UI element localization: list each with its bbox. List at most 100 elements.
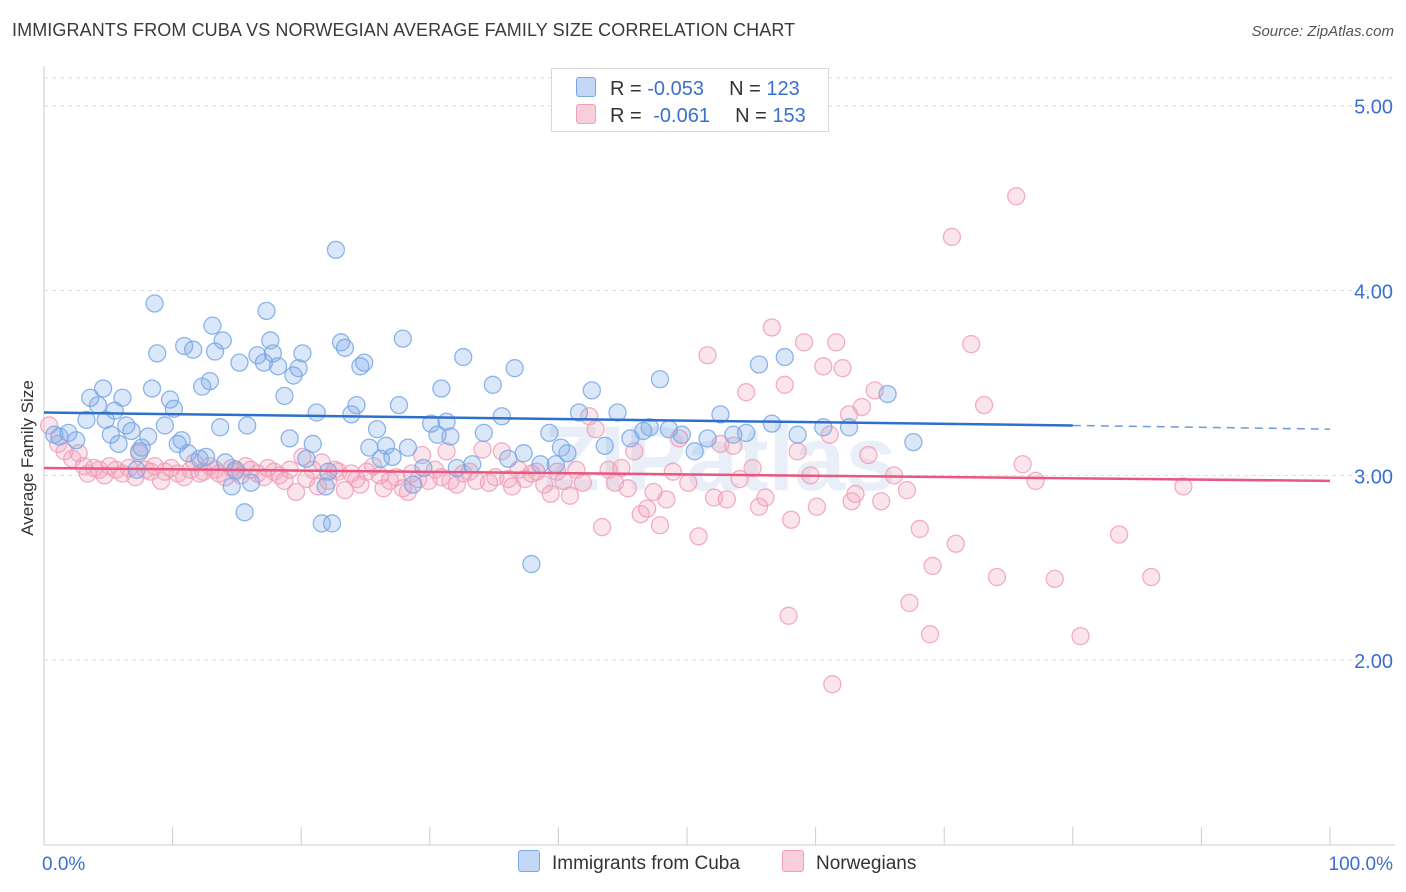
- norwegians-point: [541, 484, 560, 503]
- cuba-point: [59, 423, 78, 443]
- cuba-point: [454, 347, 473, 367]
- norwegians-point: [473, 440, 492, 459]
- cuba-point: [248, 346, 267, 365]
- cuba-trend-extension: [1072, 424, 1331, 430]
- norwegians-point: [151, 471, 171, 491]
- stats-legend-row-norwegians: R = -0.061 N = 153: [576, 104, 806, 127]
- cuba-point: [335, 338, 355, 357]
- norwegians-point: [743, 458, 762, 478]
- cuba-point: [289, 359, 308, 378]
- norwegians-point: [756, 488, 775, 507]
- norwegians-point: [762, 318, 782, 337]
- norwegians-point: [852, 397, 872, 417]
- cuba-point: [148, 344, 167, 363]
- cuba-point: [398, 438, 418, 457]
- r-label: R =: [610, 105, 642, 127]
- cuba-point: [145, 294, 164, 313]
- norwegians-point: [1013, 455, 1032, 474]
- norwegians-point: [387, 468, 406, 487]
- cuba-point: [483, 375, 502, 394]
- norwegians-point: [573, 473, 592, 492]
- norwegians-point: [923, 556, 942, 576]
- norwegians-point: [823, 675, 842, 694]
- norwegians-point: [425, 460, 445, 479]
- norwegians-point: [942, 227, 962, 247]
- legend-label-cuba: Immigrants from Cuba: [552, 853, 740, 874]
- cuba-point: [737, 423, 756, 443]
- norwegians-point: [897, 480, 917, 500]
- norwegians-point: [650, 516, 670, 535]
- cuba-point: [307, 403, 326, 422]
- cuba-point: [762, 414, 782, 433]
- cuba-point: [230, 353, 249, 372]
- cuba-point: [235, 503, 254, 522]
- cuba-point: [608, 403, 627, 422]
- x-tick-label: 100.0%: [1329, 854, 1394, 875]
- norwegians-point: [859, 445, 878, 465]
- cuba-swatch: [576, 77, 596, 97]
- cuba-point: [558, 444, 577, 463]
- norwegians-point: [586, 420, 605, 439]
- norwegians-swatch: [576, 104, 596, 124]
- cuba-point: [275, 386, 294, 406]
- cuba-point: [711, 405, 730, 424]
- cuba-point: [421, 414, 441, 433]
- cuba-point: [878, 384, 897, 404]
- norwegians-point: [547, 462, 567, 481]
- cuba-point: [414, 458, 433, 478]
- r-value: -0.061: [653, 105, 710, 127]
- norwegians-point: [1045, 569, 1064, 589]
- norwegians-point: [698, 346, 717, 365]
- norwegians-point: [814, 357, 833, 376]
- legend-label-norwegians: Norwegians: [816, 853, 917, 874]
- norwegians-point: [782, 510, 801, 529]
- norwegians-point: [618, 479, 637, 498]
- norwegians-point: [827, 333, 846, 352]
- norwegians-point: [749, 497, 769, 516]
- norwegians-point: [900, 593, 919, 613]
- stats-legend: R = -0.053 N = 123 R = -0.061 N = 153: [551, 68, 829, 132]
- norwegians-point: [592, 517, 612, 537]
- cuba-point: [113, 388, 132, 407]
- stats-legend-row-cuba: R = -0.053 N = 123: [576, 77, 800, 100]
- cuba-point: [582, 381, 601, 400]
- cuba-point: [531, 455, 550, 474]
- norwegians-point: [679, 473, 698, 492]
- norwegians-point: [560, 486, 580, 505]
- cuba-trend-line: [43, 411, 1073, 427]
- norwegians-point: [987, 567, 1007, 587]
- norwegians-point: [872, 492, 891, 511]
- n-label: N =: [735, 105, 767, 127]
- cuba-point: [211, 418, 230, 437]
- cuba-point: [196, 447, 216, 467]
- cuba-point: [514, 444, 533, 463]
- cuba-point: [355, 353, 374, 372]
- cuba-point: [326, 240, 346, 260]
- norwegians-point: [717, 490, 737, 509]
- cuba-point: [650, 370, 670, 389]
- cuba-point: [322, 514, 342, 533]
- norwegians-point: [794, 333, 814, 352]
- cuba-point: [389, 395, 409, 415]
- cuba-point: [347, 395, 366, 415]
- y-axis-label: Average Family Size: [18, 380, 37, 536]
- norwegians-point: [910, 519, 929, 539]
- cuba-point: [403, 475, 423, 494]
- cuba-point: [77, 410, 96, 430]
- norwegians-point: [374, 479, 393, 498]
- norwegians-point: [1109, 525, 1129, 544]
- norwegians-point: [437, 442, 456, 461]
- cuba-point: [499, 449, 518, 468]
- y-tick-label: 3.00: [1354, 466, 1393, 488]
- cuba-point: [238, 416, 257, 435]
- cuba-point: [178, 444, 198, 463]
- norwegians-point: [807, 497, 827, 516]
- cuba-point: [94, 379, 113, 398]
- cuba-point: [685, 442, 704, 461]
- norwegians-point: [1174, 477, 1193, 496]
- cuba-point: [132, 438, 151, 457]
- cuba-point: [640, 418, 659, 437]
- cuba-point: [376, 436, 396, 455]
- cuba-point: [142, 379, 162, 398]
